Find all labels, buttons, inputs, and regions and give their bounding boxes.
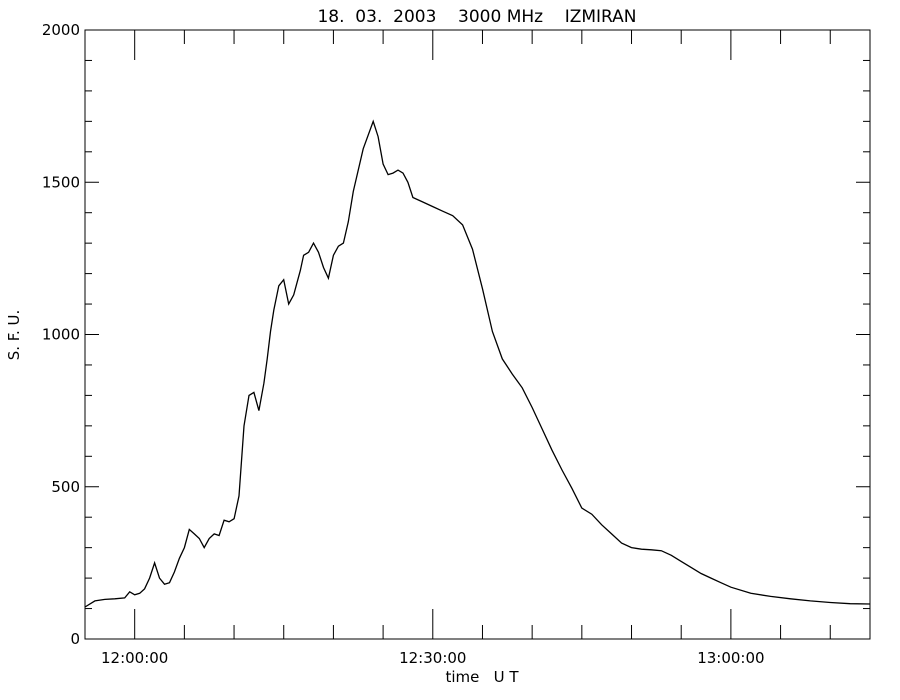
y-axis-label: S. F. U.: [5, 310, 23, 361]
x-tick-label: 12:00:00: [101, 649, 168, 667]
x-tick-label: 13:00:00: [697, 649, 764, 667]
y-tick-label: 1000: [42, 326, 80, 344]
x-axis-ticks: [84, 30, 831, 639]
y-tick-label: 0: [70, 630, 80, 648]
x-axis-label: time U T: [445, 668, 519, 686]
chart-title: 18. 03. 2003 3000 MHz IZMIRAN: [317, 7, 636, 27]
y-tick-label: 2000: [42, 21, 80, 39]
plot-frame: [84, 29, 871, 640]
y-tick-label: 500: [51, 478, 80, 496]
x-axis-tick-labels: 12:00:00 12:30:00 13:00:00: [101, 649, 765, 667]
y-axis-tick-labels: 0 500 1000 1500 2000: [42, 21, 80, 648]
series-line: [84, 119, 871, 608]
y-axis-ticks: [85, 29, 870, 640]
y-tick-label: 1500: [42, 173, 80, 191]
x-tick-label: 12:30:00: [399, 649, 466, 667]
